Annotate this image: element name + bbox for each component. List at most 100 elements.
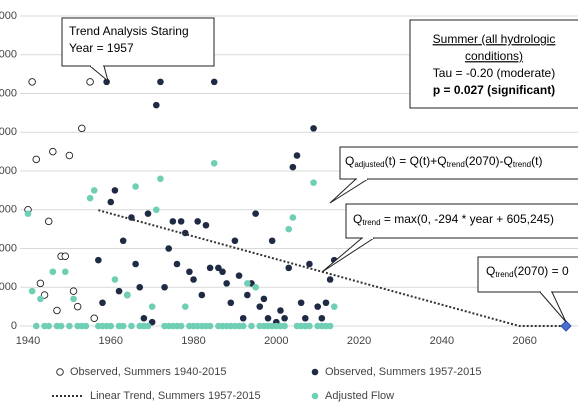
data-point bbox=[326, 322, 334, 330]
data-point bbox=[111, 276, 119, 283]
data-point bbox=[198, 291, 206, 299]
x-tick-label: 2060 bbox=[512, 335, 536, 347]
formula-part: Q bbox=[345, 154, 354, 168]
data-point bbox=[194, 218, 201, 225]
data-point bbox=[202, 221, 210, 229]
data-point bbox=[57, 322, 65, 330]
data-point bbox=[119, 322, 127, 330]
data-point bbox=[330, 303, 338, 310]
annotation-text: conditions) bbox=[465, 49, 523, 63]
data-point bbox=[285, 225, 293, 233]
data-point bbox=[239, 322, 247, 330]
callout-box bbox=[409, 19, 578, 109]
data-point bbox=[107, 322, 115, 330]
data-point bbox=[32, 155, 41, 164]
formula-part: Q bbox=[486, 264, 495, 278]
callout-box bbox=[61, 17, 215, 67]
data-point bbox=[252, 283, 259, 291]
data-point bbox=[181, 303, 189, 310]
data-point bbox=[144, 210, 152, 217]
data-point bbox=[186, 268, 193, 276]
callout-box bbox=[339, 146, 578, 180]
data-point bbox=[260, 295, 268, 303]
annotations: Trend Analysis Staring Year = 1957 Summer … bbox=[61, 17, 578, 323]
data-point bbox=[66, 322, 73, 330]
y-tick-label: 30,000 bbox=[0, 204, 17, 216]
data-point bbox=[177, 218, 185, 225]
formula-part: (2070)-Q bbox=[465, 154, 513, 168]
data-point bbox=[244, 280, 251, 287]
data-point bbox=[289, 214, 297, 221]
data-point bbox=[306, 260, 313, 268]
data-point bbox=[310, 179, 317, 186]
data-point bbox=[78, 124, 86, 133]
y-tick-label: 10,000 bbox=[0, 281, 17, 293]
data-point bbox=[49, 268, 57, 276]
data-point bbox=[44, 217, 53, 226]
data-point bbox=[161, 283, 168, 291]
data-point bbox=[37, 295, 44, 303]
data-point bbox=[297, 299, 305, 307]
y-tick-label: 40,000 bbox=[0, 165, 17, 177]
data-point bbox=[326, 276, 334, 283]
data-point bbox=[281, 322, 288, 330]
data-point bbox=[24, 210, 32, 217]
data-point bbox=[32, 322, 40, 330]
legend-label: Linear Trend, Summers 1957-2015 bbox=[90, 390, 261, 402]
data-point bbox=[289, 163, 297, 171]
subscript: trend bbox=[447, 160, 465, 169]
formula-part: (t) = Q(t)+Q bbox=[385, 154, 447, 168]
annotation-text: Summer (all hydrologic bbox=[433, 32, 556, 46]
data-point bbox=[215, 264, 222, 272]
data-point bbox=[264, 314, 272, 322]
data-point bbox=[322, 299, 330, 307]
data-point bbox=[231, 237, 239, 245]
data-point bbox=[140, 314, 148, 322]
data-point bbox=[281, 314, 288, 322]
data-point bbox=[248, 322, 255, 330]
data-point bbox=[86, 78, 94, 86]
data-point bbox=[152, 206, 160, 214]
data-point bbox=[210, 159, 218, 167]
data-point bbox=[28, 287, 36, 295]
data-point bbox=[244, 291, 251, 299]
data-point bbox=[268, 237, 276, 245]
data-point bbox=[277, 307, 284, 314]
data-point bbox=[107, 198, 115, 206]
legend-swatch bbox=[311, 368, 319, 376]
data-point bbox=[239, 314, 247, 322]
legend-label: Observed, Summers 1957-2015 bbox=[325, 366, 482, 378]
data-point bbox=[285, 264, 293, 272]
x-tick-label: 1940 bbox=[16, 335, 40, 347]
x-tick-label: 1980 bbox=[181, 335, 205, 347]
data-point bbox=[157, 175, 164, 183]
data-point bbox=[119, 237, 127, 245]
annotation-formula: Qtrend = max(0, -294 * year + 605,245) bbox=[353, 212, 554, 227]
data-point bbox=[314, 303, 321, 310]
legend-label: Adjusted Flow bbox=[325, 390, 394, 402]
data-point bbox=[148, 303, 156, 310]
data-point bbox=[256, 303, 264, 310]
data-point bbox=[65, 151, 74, 160]
data-point bbox=[111, 187, 119, 194]
data-point bbox=[61, 252, 69, 260]
x-tick-label: 1960 bbox=[99, 335, 123, 347]
formula-part: (2070) = 0 bbox=[514, 264, 569, 278]
data-point bbox=[210, 78, 218, 86]
data-point bbox=[99, 299, 106, 307]
data-point bbox=[82, 322, 90, 330]
y-tick-label: 80,000 bbox=[0, 10, 17, 22]
data-point bbox=[28, 78, 36, 86]
data-point bbox=[293, 152, 301, 159]
data-point bbox=[61, 268, 69, 276]
data-point bbox=[190, 276, 197, 283]
annotation-formula: Qadjusted(t) = Q(t)+Qtrend(2070)-Qtrend(… bbox=[345, 154, 542, 169]
data-point bbox=[219, 268, 226, 276]
data-point bbox=[223, 280, 230, 287]
y-tick-label: 60,000 bbox=[0, 87, 17, 99]
legend: Observed, Summers 1940-2015 Observed, Sum… bbox=[52, 366, 482, 402]
end-point bbox=[560, 320, 572, 332]
data-point bbox=[40, 291, 49, 299]
data-point bbox=[132, 183, 139, 190]
x-tick-label: 2040 bbox=[430, 335, 454, 347]
